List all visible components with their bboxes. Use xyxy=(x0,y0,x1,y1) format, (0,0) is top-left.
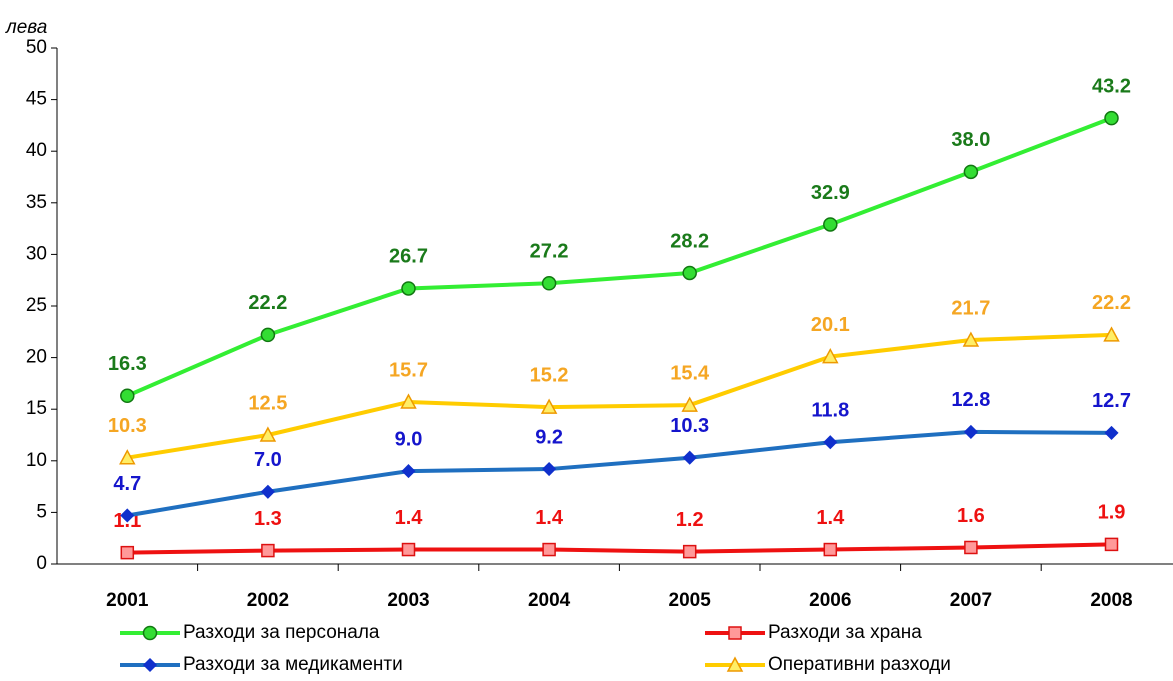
data-label: 20.1 xyxy=(811,314,850,336)
point xyxy=(120,508,135,523)
data-label: 15.7 xyxy=(389,359,428,381)
point xyxy=(540,398,558,414)
point xyxy=(259,426,277,442)
point xyxy=(401,542,416,557)
data-label: 21.7 xyxy=(951,297,990,319)
data-label: 27.2 xyxy=(530,241,569,263)
x-tick-label: 2004 xyxy=(528,590,571,611)
point xyxy=(962,331,980,347)
data-label: 11.8 xyxy=(811,400,849,422)
series-line xyxy=(127,542,1112,555)
data-label: 26.7 xyxy=(389,246,428,268)
point xyxy=(1104,537,1119,552)
point xyxy=(681,396,698,412)
legend-label: Оперативни разходи xyxy=(768,654,951,675)
x-tick-label: 2007 xyxy=(950,590,992,611)
data-label: 1.4 xyxy=(535,507,564,529)
legend-marker xyxy=(142,625,158,641)
x-tick-label: 2001 xyxy=(106,590,149,611)
data-label: 12.5 xyxy=(248,392,287,414)
point xyxy=(1104,425,1119,440)
point xyxy=(1104,110,1119,126)
point xyxy=(963,424,978,439)
point xyxy=(541,276,557,291)
y-tick-label: 5 xyxy=(36,501,47,522)
y-axis-label: лева xyxy=(5,17,47,38)
series-line xyxy=(126,116,1113,398)
y-tick-label: 30 xyxy=(26,243,47,264)
data-label: 1.4 xyxy=(816,507,845,529)
y-tick-label: 40 xyxy=(26,140,47,161)
data-label: 1.9 xyxy=(1098,502,1126,524)
point xyxy=(542,542,556,557)
y-tick-label: 35 xyxy=(26,192,47,213)
x-tick-label: 2005 xyxy=(669,590,712,611)
legend-marker xyxy=(726,656,744,672)
x-tick-label: 2003 xyxy=(387,590,429,611)
point xyxy=(682,544,697,559)
point xyxy=(682,450,697,465)
legend-marker xyxy=(728,626,742,640)
data-label: 22.2 xyxy=(1092,292,1131,314)
x-tick-label: 2008 xyxy=(1090,590,1132,611)
legend-label: Разходи за персонала xyxy=(183,622,380,643)
data-label: 22.2 xyxy=(248,292,287,314)
point xyxy=(823,217,838,232)
point xyxy=(401,281,416,296)
point xyxy=(260,484,275,499)
point xyxy=(823,542,838,557)
point xyxy=(963,164,979,180)
data-label: 15.2 xyxy=(530,364,569,386)
y-tick-label: 0 xyxy=(36,553,47,574)
point xyxy=(119,449,136,465)
data-label: 1.3 xyxy=(254,508,282,530)
y-tick-label: 45 xyxy=(26,89,47,110)
point xyxy=(822,347,839,364)
data-label: 9.0 xyxy=(395,428,423,450)
y-tick-label: 15 xyxy=(26,398,47,419)
series-line xyxy=(126,332,1112,460)
x-tick-label: 2002 xyxy=(247,590,289,611)
point xyxy=(542,461,557,477)
data-label: 1.6 xyxy=(957,505,985,527)
data-label: 9.2 xyxy=(535,426,563,448)
legend-marker xyxy=(142,657,158,673)
data-label: 7.0 xyxy=(254,449,282,471)
y-tick-label: 10 xyxy=(26,450,47,471)
data-label: 32.9 xyxy=(811,182,850,204)
legend-label: Разходи за храна xyxy=(768,622,922,643)
legend-label: Разходи за медикаменти xyxy=(183,654,403,675)
point xyxy=(401,464,416,479)
point xyxy=(260,327,276,343)
point xyxy=(120,545,135,560)
data-label: 43.2 xyxy=(1092,75,1131,97)
data-label: 10.3 xyxy=(670,415,709,437)
data-label: 12.7 xyxy=(1092,390,1131,412)
y-tick-label: 20 xyxy=(26,347,47,368)
data-label: 4.7 xyxy=(113,473,141,495)
series-line xyxy=(126,429,1112,518)
point xyxy=(261,543,275,558)
data-label: 10.3 xyxy=(108,415,147,437)
data-label: 38.0 xyxy=(951,129,990,151)
x-tick-label: 2006 xyxy=(809,590,851,611)
data-label: 12.8 xyxy=(951,389,990,411)
y-tick-label: 25 xyxy=(26,295,47,316)
point xyxy=(823,435,838,450)
point xyxy=(964,540,978,555)
point xyxy=(682,265,697,281)
data-label: 15.4 xyxy=(670,362,710,384)
data-label: 28.2 xyxy=(670,230,709,252)
point xyxy=(1103,326,1120,342)
data-label: 1.2 xyxy=(676,509,704,531)
point xyxy=(120,388,135,404)
data-label: 16.3 xyxy=(108,353,147,375)
y-tick-label: 50 xyxy=(26,37,47,58)
data-label: 1.4 xyxy=(395,507,424,529)
point xyxy=(400,393,417,409)
